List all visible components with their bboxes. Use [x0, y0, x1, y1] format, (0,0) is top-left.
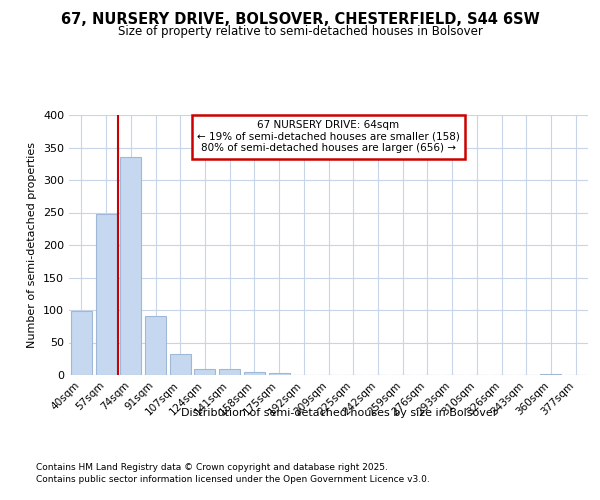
Text: 67, NURSERY DRIVE, BOLSOVER, CHESTERFIELD, S44 6SW: 67, NURSERY DRIVE, BOLSOVER, CHESTERFIEL…: [61, 12, 539, 28]
Bar: [95, 214, 116, 375]
Bar: [269, 373, 290, 375]
Y-axis label: Number of semi-detached properties: Number of semi-detached properties: [28, 142, 37, 348]
Text: Contains public sector information licensed under the Open Government Licence v3: Contains public sector information licen…: [36, 475, 430, 484]
Bar: [120, 157, 141, 375]
Bar: [170, 354, 191, 375]
Bar: [244, 372, 265, 375]
Bar: [145, 316, 166, 375]
Text: Distribution of semi-detached houses by size in Bolsover: Distribution of semi-detached houses by …: [181, 408, 497, 418]
Bar: [71, 310, 92, 375]
Text: 67 NURSERY DRIVE: 64sqm
← 19% of semi-detached houses are smaller (158)
80% of s: 67 NURSERY DRIVE: 64sqm ← 19% of semi-de…: [197, 120, 460, 154]
Text: Size of property relative to semi-detached houses in Bolsover: Size of property relative to semi-detach…: [118, 25, 482, 38]
Bar: [219, 369, 240, 375]
Text: Contains HM Land Registry data © Crown copyright and database right 2025.: Contains HM Land Registry data © Crown c…: [36, 462, 388, 471]
Bar: [541, 374, 562, 375]
Bar: [194, 368, 215, 375]
